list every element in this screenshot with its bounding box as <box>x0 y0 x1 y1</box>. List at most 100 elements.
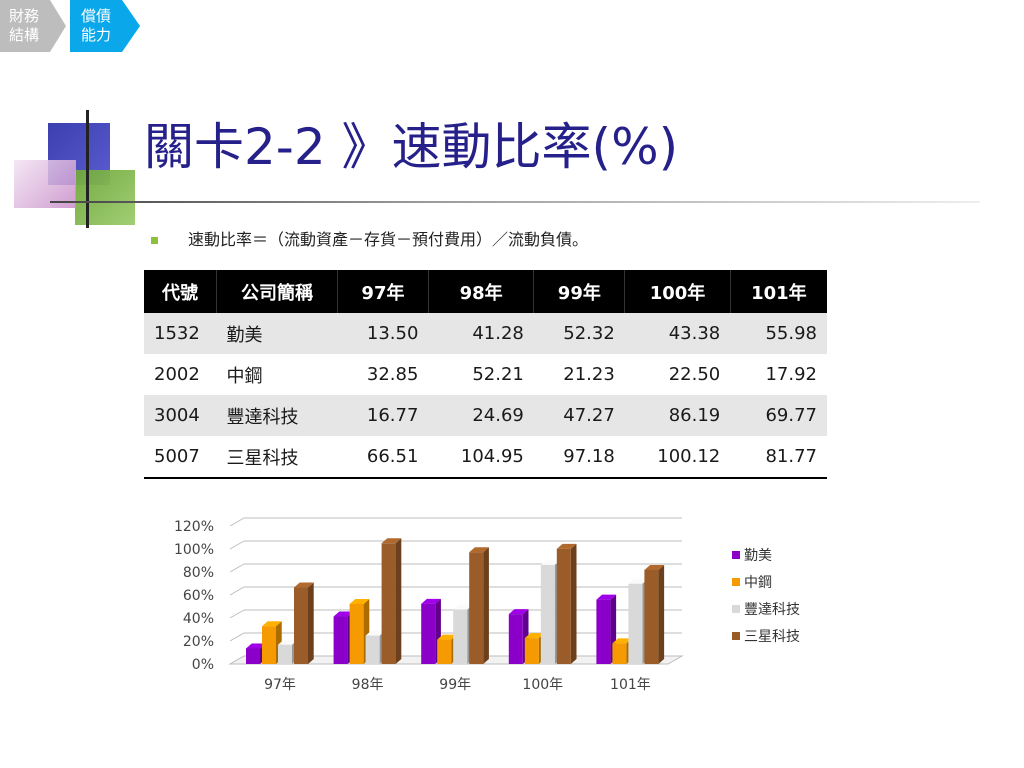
bar <box>246 648 260 664</box>
bar-top <box>453 604 473 610</box>
breadcrumb-label-line2: 結構 <box>8 26 39 44</box>
column-header-100: 100年 <box>624 270 731 313</box>
slide-title: 關卡2-2 》速動比率(%) <box>144 118 679 176</box>
decorative-green-square <box>75 170 135 225</box>
legend-label: 中鋼 <box>744 575 772 591</box>
breadcrumb-item-financial-structure[interactable]: 財務 結構 <box>0 0 66 52</box>
bar <box>365 635 380 664</box>
column-header-code: 代號 <box>144 270 217 313</box>
gridline-slant <box>229 609 245 619</box>
chevron-shape-icon <box>0 0 66 52</box>
bar <box>349 603 364 664</box>
table-row: 5007 三星科技 66.51 104.95 97.18 100.12 81.7… <box>144 436 827 479</box>
bar <box>508 614 523 664</box>
cell-code: 5007 <box>144 436 217 479</box>
quick-ratio-chart: 0% 20% 40% 60% 80% 100% 120% 97年 98年 99年 100年 101年 勤… <box>160 508 840 708</box>
legend-label: 勤美 <box>744 548 772 564</box>
bar <box>421 603 436 664</box>
bar-top <box>349 598 370 604</box>
bar-side <box>658 564 665 664</box>
column-header-99: 99年 <box>533 270 625 313</box>
bar-side <box>570 543 577 664</box>
bar-top <box>644 564 665 570</box>
bar <box>333 616 348 664</box>
x-tick-label: 97年 <box>264 677 296 693</box>
table-row: 3004 豐達科技 16.77 24.69 47.27 86.19 69.77 <box>144 395 827 436</box>
cell-value: 17.92 <box>730 354 827 395</box>
column-header-98: 98年 <box>427 270 534 313</box>
cell-value: 100.12 <box>624 436 731 479</box>
x-tick-label: 98年 <box>352 677 384 693</box>
cell-value: 43.38 <box>624 313 731 354</box>
bar <box>437 639 452 664</box>
column-header-97: 97年 <box>337 270 429 313</box>
decorative-pink-square <box>14 160 76 208</box>
legend-swatch <box>732 551 740 559</box>
bar-top <box>556 543 577 549</box>
table-row: 2002 中鋼 32.85 52.21 21.23 22.50 17.92 <box>144 354 827 395</box>
bar-side <box>308 582 314 664</box>
breadcrumb-item-solvency[interactable]: 償債 能力 <box>70 0 140 52</box>
gridline-slant <box>229 540 245 550</box>
bar <box>469 552 484 664</box>
title-underline <box>50 201 980 203</box>
formula-bullet: 速動比率＝（流動資產－存貨－預付費用）／流動負債。 <box>188 230 589 249</box>
bar-top <box>540 559 561 565</box>
bar <box>596 599 611 664</box>
cell-value: 69.77 <box>730 395 827 436</box>
bar-top <box>628 578 649 584</box>
cell-value: 81.77 <box>730 436 827 479</box>
bar-side <box>395 538 402 664</box>
cell-value: 16.77 <box>337 395 429 436</box>
breadcrumb-label-line1: 財務 <box>8 7 39 25</box>
bar-top <box>381 538 402 544</box>
x-tick-label: 101年 <box>610 677 651 693</box>
legend-swatch <box>732 605 740 613</box>
bar-top <box>294 582 314 588</box>
bar-top <box>365 630 386 636</box>
bar <box>644 569 659 664</box>
table-header-row: 代號 公司簡稱 97年 98年 99年 100年 101年 <box>144 270 827 313</box>
bar <box>540 564 555 664</box>
x-tick-label: 100年 <box>522 677 563 693</box>
cell-value: 52.32 <box>533 313 625 354</box>
cell-value: 41.28 <box>428 313 534 354</box>
cell-company: 勤美 <box>216 313 338 354</box>
bar-top <box>508 609 529 615</box>
cell-value: 21.23 <box>533 354 625 395</box>
column-header-company: 公司簡稱 <box>216 270 338 313</box>
cell-value: 47.27 <box>533 395 625 436</box>
cell-value: 22.50 <box>624 354 731 395</box>
table-row: 1532 勤美 13.50 41.28 52.32 43.38 55.98 <box>144 313 827 354</box>
breadcrumb-label-line1: 償債 <box>80 7 111 25</box>
cell-value: 97.18 <box>533 436 625 479</box>
cell-company: 豐達科技 <box>216 395 338 436</box>
y-tick-label: 0% <box>192 657 214 673</box>
decorative-vertical-line <box>86 110 89 228</box>
bar <box>278 644 292 664</box>
breadcrumb-label-line2: 能力 <box>80 26 111 44</box>
bar-side <box>483 547 489 664</box>
cell-value: 13.50 <box>337 313 429 354</box>
y-tick-label: 60% <box>183 588 214 604</box>
bar-top <box>333 611 354 617</box>
y-tick-label: 40% <box>183 611 214 627</box>
quick-ratio-table: 代號 公司簡稱 97年 98年 99年 100年 101年 1532 勤美 13… <box>144 270 827 479</box>
column-header-101: 101年 <box>729 270 827 313</box>
gridline-slant <box>229 586 245 596</box>
cell-company: 中鋼 <box>216 354 338 395</box>
bar-top <box>612 638 633 644</box>
cell-value: 32.85 <box>337 354 429 395</box>
bar-top <box>469 547 489 553</box>
legend-swatch <box>732 632 740 640</box>
legend-label: 豐達科技 <box>744 602 800 618</box>
bar <box>294 587 308 664</box>
bar-top <box>421 598 441 604</box>
chevron-shape-icon <box>70 0 140 52</box>
gridline-slant <box>229 632 245 642</box>
cell-code: 1532 <box>144 313 217 354</box>
bar-top <box>596 594 617 600</box>
cell-value: 24.69 <box>428 395 534 436</box>
bar-top <box>262 621 282 627</box>
bar <box>556 548 571 664</box>
